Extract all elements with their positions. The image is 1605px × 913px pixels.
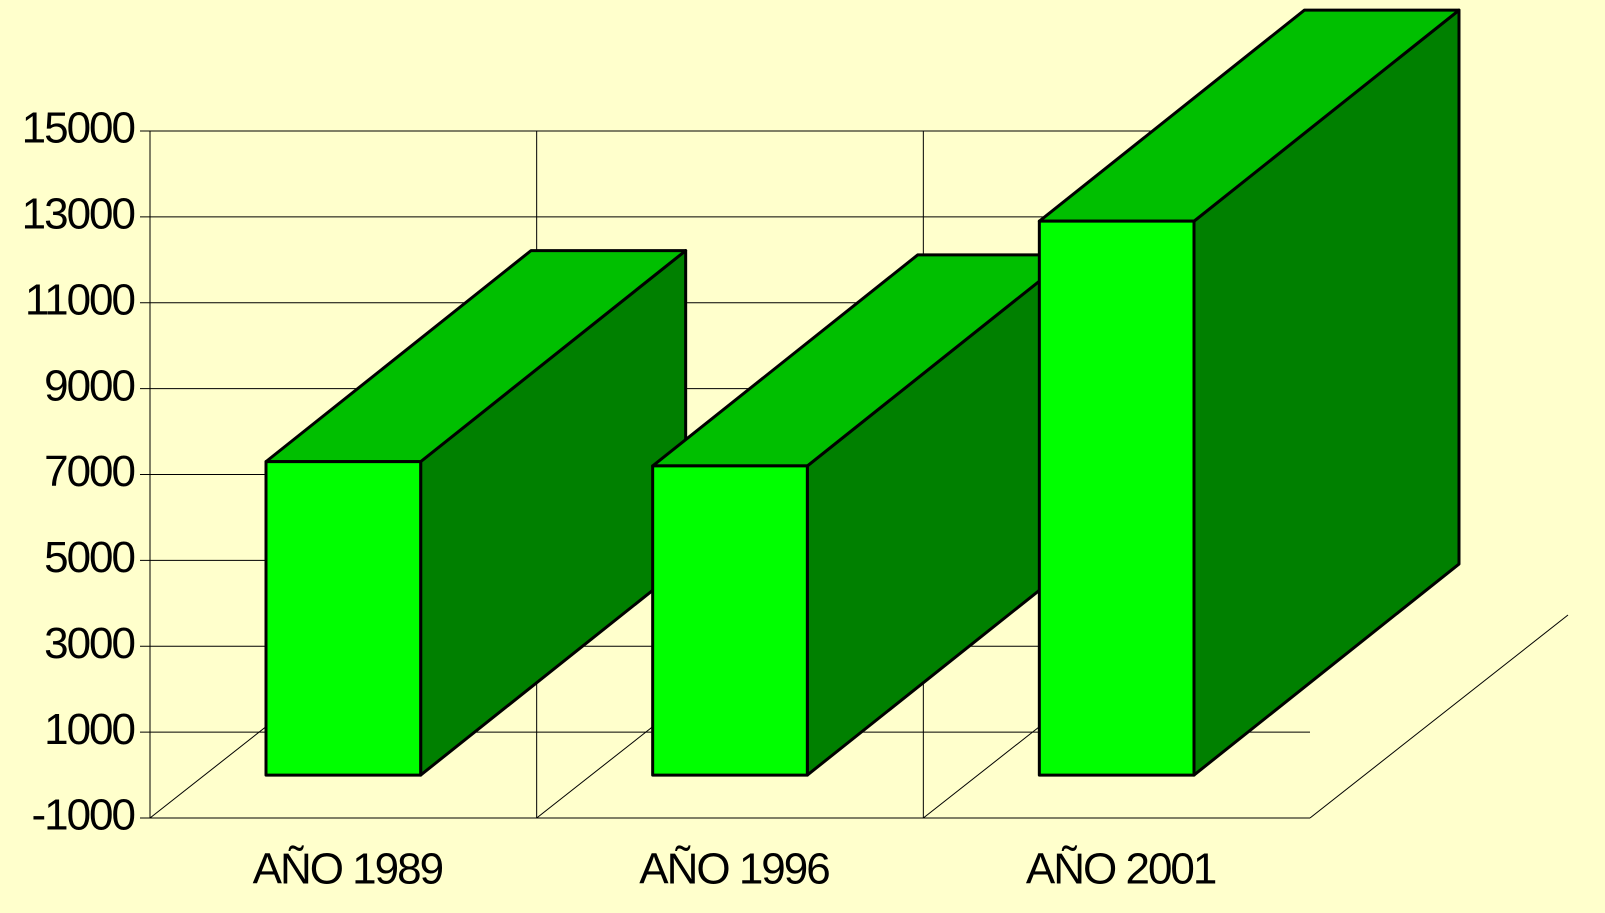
x-tick-label: AÑO 1996 xyxy=(639,844,829,894)
x-tick-label: AÑO 1989 xyxy=(253,844,443,894)
bar xyxy=(651,464,809,777)
y-tick-label: 15000 xyxy=(22,104,135,153)
floor-line xyxy=(1309,614,1569,819)
y-tick-label: 11000 xyxy=(25,275,135,324)
x-tick-label: AÑO 2001 xyxy=(1026,844,1216,894)
y-tick-label: 5000 xyxy=(44,533,134,582)
y-tick-label: 13000 xyxy=(22,190,135,239)
y-tick-label: 9000 xyxy=(44,361,134,410)
bar xyxy=(1037,219,1196,777)
y-tick-label: 3000 xyxy=(44,619,134,668)
y-tick-label: 7000 xyxy=(44,447,134,496)
bar xyxy=(264,460,423,777)
y-tick-label: 1000 xyxy=(44,705,134,754)
y-tick-label: -1000 xyxy=(31,791,134,840)
